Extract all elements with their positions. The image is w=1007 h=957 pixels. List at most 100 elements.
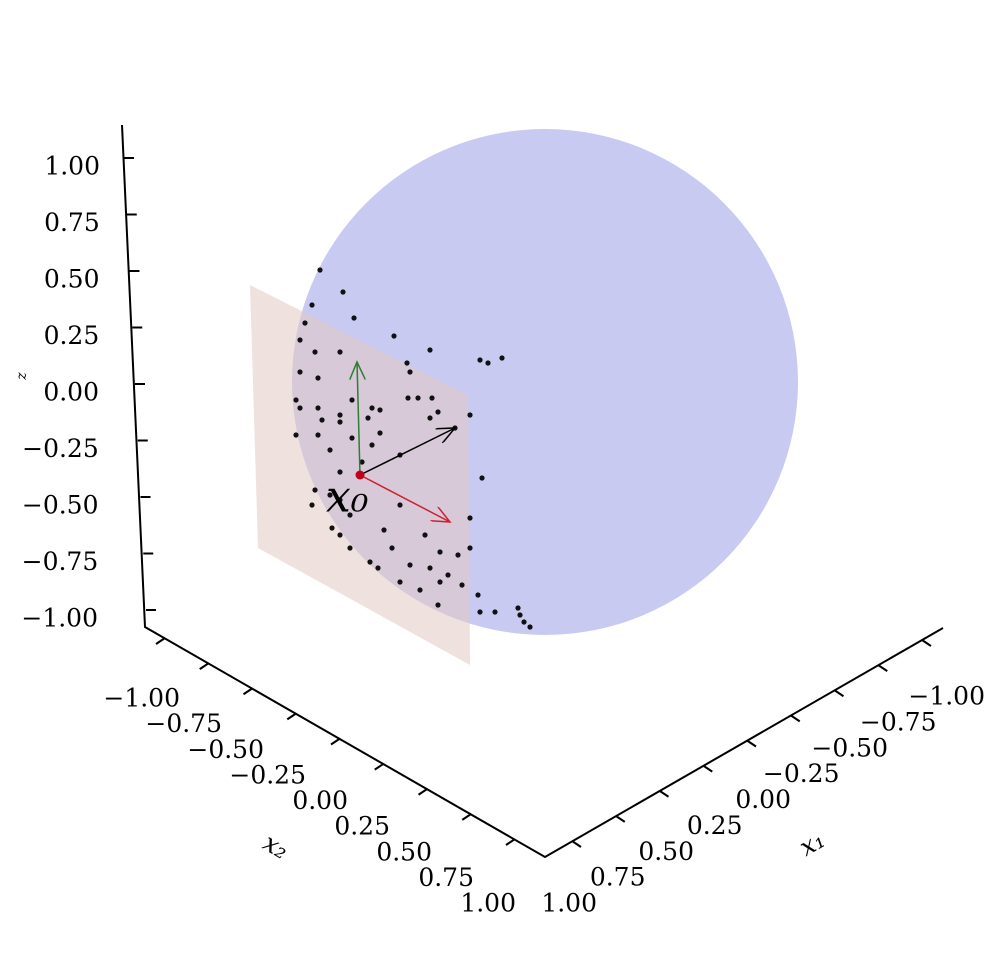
x2-tick: [330, 737, 341, 746]
x1-tick: [746, 739, 757, 748]
point: [415, 395, 421, 401]
x2-tick-label: 0.75: [418, 863, 474, 892]
point: [475, 592, 481, 598]
point: [377, 407, 383, 413]
x1-tick-label: −0.50: [811, 733, 888, 762]
point: [485, 360, 491, 366]
z-tick-label: −0.25: [22, 434, 99, 463]
x1-tick-label: 0.25: [687, 811, 743, 840]
point: [317, 267, 323, 273]
point: [455, 552, 461, 558]
point: [340, 289, 346, 295]
x2-tick-label: −0.75: [145, 709, 222, 738]
z-tick-label: 0.75: [44, 208, 100, 237]
point: [309, 302, 315, 308]
x1-tick-label: −0.75: [860, 707, 937, 736]
x1-tick-label: −1.00: [908, 682, 985, 711]
x2-tick: [417, 787, 429, 796]
point: [293, 432, 299, 438]
point: [517, 612, 523, 618]
x2-tick: [374, 762, 385, 771]
point: [315, 405, 321, 411]
point: [492, 609, 498, 615]
x2-tick-label: 1.00: [460, 889, 516, 918]
x2-tick-label: −0.25: [229, 760, 306, 789]
point: [477, 357, 483, 363]
point: [367, 559, 373, 565]
x1-tick-label: 0.00: [735, 785, 791, 814]
point: [407, 562, 413, 568]
point: [477, 609, 483, 615]
point: [312, 349, 318, 355]
point: [349, 435, 355, 441]
annotation: x₀: [326, 472, 369, 523]
point: [467, 515, 473, 521]
x1-tick: [615, 815, 626, 823]
z-tick-label: 0.50: [44, 265, 100, 294]
x1-tick: [877, 664, 888, 672]
x1-tick: [921, 639, 932, 647]
z-tick-label: −1.00: [21, 604, 98, 633]
point: [404, 360, 410, 366]
x2-tick-label: −0.50: [187, 735, 264, 764]
point: [397, 502, 403, 508]
x2-axis-label: x₂: [258, 828, 293, 865]
point: [391, 333, 397, 339]
axes-lines: [121, 124, 944, 859]
x2-tick-label: 0.50: [376, 837, 432, 866]
point: [359, 459, 365, 465]
z-tick-label: −0.50: [22, 491, 99, 520]
point: [397, 579, 403, 585]
base-point: [355, 470, 365, 480]
point: [381, 527, 387, 533]
point: [297, 337, 303, 343]
z-tick-label: 0.25: [44, 321, 100, 350]
point: [437, 579, 443, 585]
point: [337, 497, 343, 503]
point: [315, 375, 321, 381]
point: [369, 442, 375, 448]
point: [365, 415, 371, 421]
point: [327, 492, 333, 498]
point: [347, 512, 353, 518]
point: [347, 545, 353, 551]
point: [351, 315, 357, 321]
x2-tick-label: −1.00: [103, 684, 180, 713]
x2-tick: [286, 712, 297, 721]
point: [527, 624, 533, 630]
x1-tick-label: −0.25: [763, 759, 840, 788]
tangent-arrow: [359, 474, 450, 522]
point: [427, 565, 433, 571]
direction-arrow: [359, 428, 455, 476]
point: [312, 487, 318, 493]
point: [427, 347, 433, 353]
point: [319, 417, 325, 423]
point: [315, 432, 321, 438]
point: [369, 405, 375, 411]
point: [422, 532, 428, 538]
point: [467, 412, 473, 418]
point: [427, 415, 433, 421]
point: [515, 605, 521, 611]
point: [337, 412, 343, 418]
z-axis-label: z: [14, 372, 30, 381]
z-tick-label: 1.00: [44, 152, 100, 181]
x1-tick-label: 0.50: [638, 837, 694, 866]
point: [302, 320, 308, 326]
point: [337, 532, 343, 538]
x2-tick: [505, 838, 516, 846]
point: [521, 619, 527, 625]
point: [337, 349, 343, 355]
point: [405, 395, 411, 401]
point: [437, 549, 443, 555]
point: [297, 369, 303, 375]
point: [499, 355, 505, 361]
x1-tick: [658, 789, 670, 798]
point: [293, 397, 299, 403]
point: [309, 502, 315, 508]
point: [329, 525, 335, 531]
point: [429, 395, 435, 401]
x1-tick: [702, 764, 713, 773]
x2-tick-label: 0.00: [292, 786, 348, 815]
